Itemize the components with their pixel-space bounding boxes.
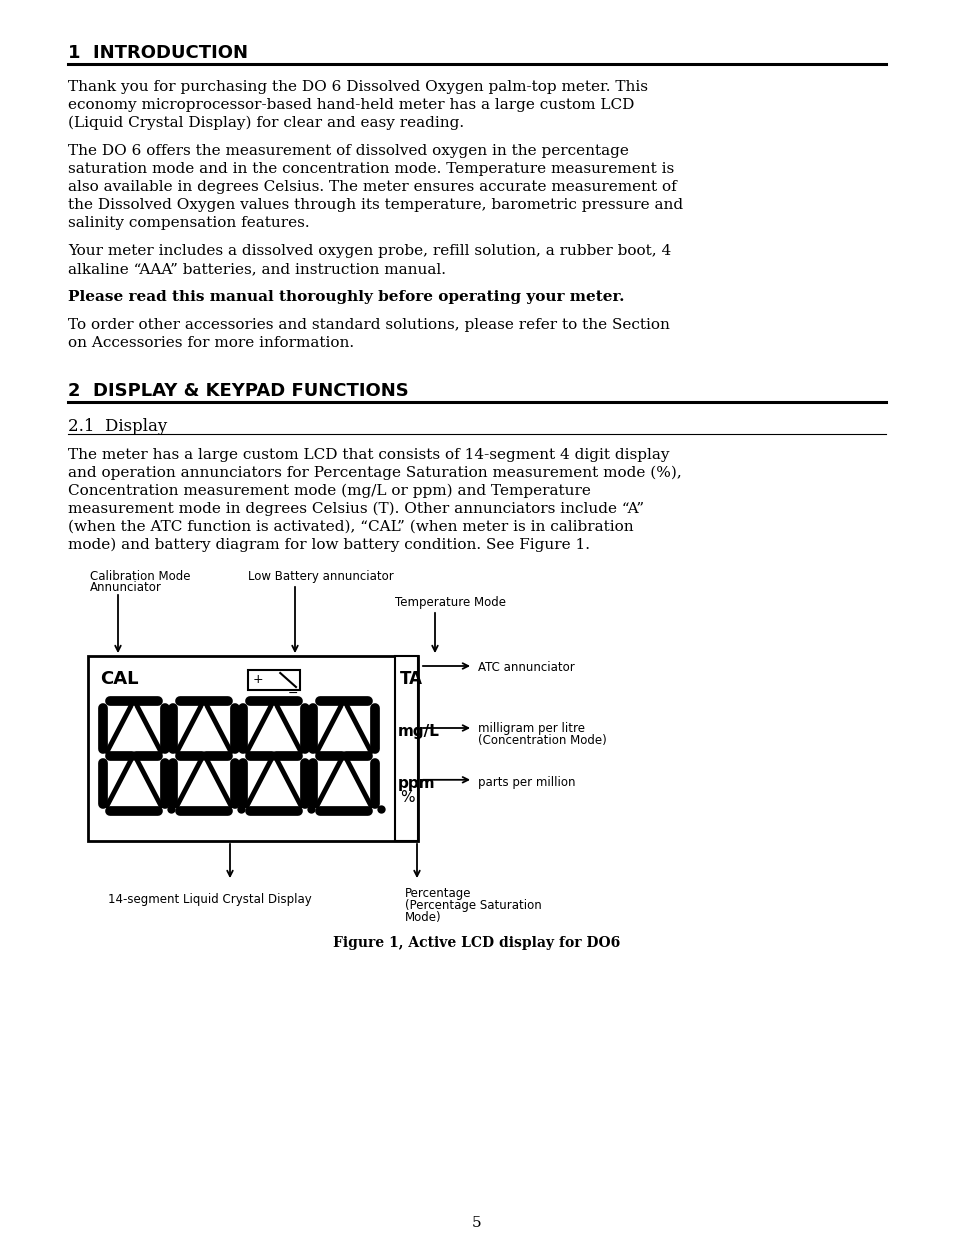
Text: (Percentage Saturation: (Percentage Saturation bbox=[405, 899, 541, 912]
Text: economy microprocessor-based hand-held meter has a large custom LCD: economy microprocessor-based hand-held m… bbox=[68, 98, 634, 112]
Text: also available in degrees Celsius. The meter ensures accurate measurement of: also available in degrees Celsius. The m… bbox=[68, 180, 676, 194]
Text: alkaline “AAA” batteries, and instruction manual.: alkaline “AAA” batteries, and instructio… bbox=[68, 262, 446, 276]
Text: saturation mode and in the concentration mode. Temperature measurement is: saturation mode and in the concentration… bbox=[68, 162, 674, 175]
Text: (Concentration Mode): (Concentration Mode) bbox=[477, 734, 606, 746]
Bar bbox=[248, 671, 299, 690]
Text: mg/L: mg/L bbox=[397, 724, 439, 739]
Text: on Accessories for more information.: on Accessories for more information. bbox=[68, 336, 354, 350]
Text: (Liquid Crystal Display) for clear and easy reading.: (Liquid Crystal Display) for clear and e… bbox=[68, 116, 464, 131]
Text: milligram per litre: milligram per litre bbox=[477, 722, 584, 735]
Text: the Dissolved Oxygen values through its temperature, barometric pressure and: the Dissolved Oxygen values through its … bbox=[68, 198, 682, 211]
Text: Temperature Mode: Temperature Mode bbox=[395, 596, 505, 610]
Text: +: + bbox=[253, 673, 263, 685]
Bar bbox=[88, 656, 417, 841]
Text: To order other accessories and standard solutions, please refer to the Section: To order other accessories and standard … bbox=[68, 318, 669, 332]
Text: Calibration Mode: Calibration Mode bbox=[90, 570, 191, 583]
Text: TA: TA bbox=[399, 671, 422, 688]
Text: measurement mode in degrees Celsius (T). Other annunciators include “A”: measurement mode in degrees Celsius (T).… bbox=[68, 503, 643, 516]
Text: 2  DISPLAY & KEYPAD FUNCTIONS: 2 DISPLAY & KEYPAD FUNCTIONS bbox=[68, 382, 408, 401]
Text: and operation annunciators for Percentage Saturation measurement mode (%),: and operation annunciators for Percentag… bbox=[68, 466, 681, 480]
Text: Thank you for purchasing the DO 6 Dissolved Oxygen palm-top meter. This: Thank you for purchasing the DO 6 Dissol… bbox=[68, 80, 647, 95]
Text: (when the ATC function is activated), “CAL” (when meter is in calibration: (when the ATC function is activated), “C… bbox=[68, 520, 633, 534]
Text: Low Battery annunciator: Low Battery annunciator bbox=[248, 570, 394, 583]
Text: Figure 1, Active LCD display for DO6: Figure 1, Active LCD display for DO6 bbox=[333, 935, 620, 950]
Text: 14-segment Liquid Crystal Display: 14-segment Liquid Crystal Display bbox=[108, 893, 312, 906]
Text: 1  INTRODUCTION: 1 INTRODUCTION bbox=[68, 44, 248, 62]
Bar bbox=[395, 656, 417, 841]
Text: ppm: ppm bbox=[397, 776, 436, 791]
Text: 2.1  Display: 2.1 Display bbox=[68, 418, 167, 435]
Text: parts per million: parts per million bbox=[477, 776, 575, 789]
Text: mode) and battery diagram for low battery condition. See Figure 1.: mode) and battery diagram for low batter… bbox=[68, 537, 589, 552]
Text: −: − bbox=[288, 687, 298, 700]
Text: Please read this manual thoroughly before operating your meter.: Please read this manual thoroughly befor… bbox=[68, 290, 624, 304]
Text: Percentage: Percentage bbox=[405, 887, 471, 899]
Text: Your meter includes a dissolved oxygen probe, refill solution, a rubber boot, 4: Your meter includes a dissolved oxygen p… bbox=[68, 244, 671, 258]
Text: Concentration measurement mode (mg/L or ppm) and Temperature: Concentration measurement mode (mg/L or … bbox=[68, 484, 590, 499]
Text: 5: 5 bbox=[472, 1215, 481, 1230]
Text: salinity compensation features.: salinity compensation features. bbox=[68, 216, 310, 230]
Text: %: % bbox=[399, 790, 415, 805]
Text: Annunciator: Annunciator bbox=[90, 581, 162, 593]
Text: Mode): Mode) bbox=[405, 911, 441, 924]
Text: CAL: CAL bbox=[100, 671, 138, 688]
Text: ATC annunciator: ATC annunciator bbox=[477, 661, 574, 674]
Text: The meter has a large custom LCD that consists of 14-segment 4 digit display: The meter has a large custom LCD that co… bbox=[68, 448, 669, 462]
Text: The DO 6 offers the measurement of dissolved oxygen in the percentage: The DO 6 offers the measurement of disso… bbox=[68, 144, 628, 158]
